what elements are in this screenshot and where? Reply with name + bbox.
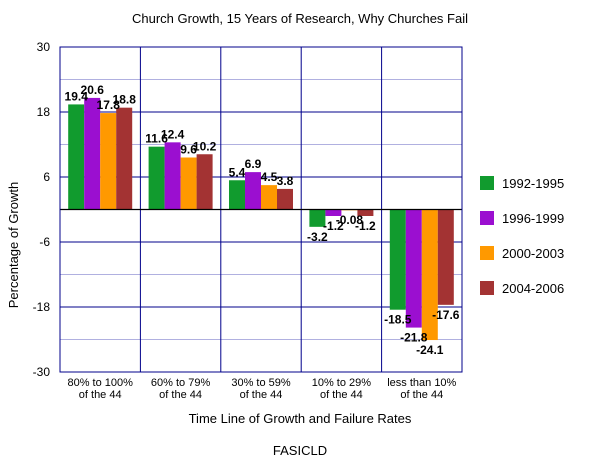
bar-2000-2003-cat-1 (180, 157, 197, 210)
data-label: -1.2 (323, 219, 344, 233)
y-tick-label: 30 (37, 40, 51, 54)
plot-frame (59, 46, 463, 373)
chart-title: Church Growth, 15 Years of Research, Why… (132, 11, 468, 26)
bar-1996-1999-cat-3 (325, 209, 342, 216)
x-axis-title: Time Line of Growth and Failure Rates (189, 411, 412, 426)
y-tick-label: -30 (33, 365, 51, 379)
y-axis-title: Percentage of Growth (6, 182, 21, 308)
bar-2000-2003-cat-4 (421, 209, 438, 341)
bar-2004-2006-cat-1 (196, 154, 213, 210)
x-category-label: 80% to 100% of the 44 (67, 377, 133, 401)
bar-1996-1999-cat-0 (84, 97, 101, 210)
data-label: 4.5 (261, 170, 278, 184)
data-label: 6.9 (245, 157, 262, 171)
data-label: 11.6 (145, 132, 168, 146)
bar-2004-2006-cat-3 (357, 209, 374, 216)
data-label: -17.6 (432, 308, 460, 322)
bar-1992-1995-cat-4 (389, 209, 406, 310)
data-label: -3.2 (307, 230, 328, 244)
data-label: -0.08 (336, 213, 364, 227)
y-tick-label: -6 (39, 235, 50, 249)
bar-1996-1999-cat-2 (245, 172, 261, 210)
x-category-label: less than 10% of the 44 (387, 377, 456, 401)
bar-1996-1999-cat-4 (405, 209, 422, 328)
bar-1996-1999-cat-1 (164, 142, 181, 210)
chart-footer: FASICLD (273, 443, 327, 458)
data-label: 9.6 (180, 143, 197, 157)
y-tick-labels: 30 18 6 -6 -18 -30 (33, 40, 51, 379)
bar-2000-2003-cat-2 (261, 185, 277, 210)
data-label: 18.8 (113, 93, 137, 107)
legend: 1992-1995 1996-1999 2000-2003 2004-2006 (480, 176, 564, 296)
x-category-label: 30% to 59% of the 44 (231, 377, 291, 401)
legend-label: 2000-2003 (502, 246, 564, 261)
bar-1992-1995-cat-1 (148, 146, 165, 210)
bar-2004-2006-cat-2 (277, 188, 293, 210)
x-category-label: 60% to 79% of the 44 (151, 377, 211, 401)
data-label: 17.8 (97, 98, 121, 112)
bar-2004-2006-cat-0 (116, 107, 133, 210)
y-tick-label: 18 (37, 105, 51, 119)
x-category-label: 10% to 29% of the 44 (312, 377, 372, 401)
legend-swatch (480, 281, 494, 295)
data-label: 12.4 (161, 127, 185, 141)
legend-swatch (480, 246, 494, 260)
data-label: 3.8 (277, 174, 294, 188)
data-label: 10.2 (193, 139, 217, 153)
data-label: -1.2 (355, 219, 376, 233)
data-label: 20.6 (81, 83, 105, 97)
data-label: -24.1 (416, 343, 444, 357)
data-labels: 19.4 11.6 5.4 -3.2 -18.5 20.6 12.4 6.9 -1.2 -21.8… (65, 83, 460, 357)
legend-label: 2004-2006 (502, 281, 564, 296)
legend-swatch (480, 176, 494, 190)
legend-label: 1996-1999 (502, 211, 564, 226)
data-label: 19.4 (65, 89, 89, 103)
bar-2000-2003-cat-0 (100, 113, 117, 210)
y-tick-label: -18 (33, 300, 51, 314)
data-label: -21.8 (400, 331, 428, 345)
bar-1992-1995-cat-3 (309, 209, 326, 227)
bar-2004-2006-cat-4 (437, 209, 454, 305)
bars (68, 97, 454, 341)
data-label: 5.4 (229, 165, 246, 179)
x-category-labels: 80% to 100% of the 44 60% to 79% of the 44 3… (67, 377, 456, 401)
data-label: -18.5 (384, 313, 412, 327)
legend-label: 1992-1995 (502, 176, 564, 191)
bar-1992-1995-cat-0 (68, 104, 85, 210)
y-tick-label: 6 (43, 170, 50, 184)
bar-1992-1995-cat-2 (229, 180, 245, 210)
legend-swatch (480, 211, 494, 225)
